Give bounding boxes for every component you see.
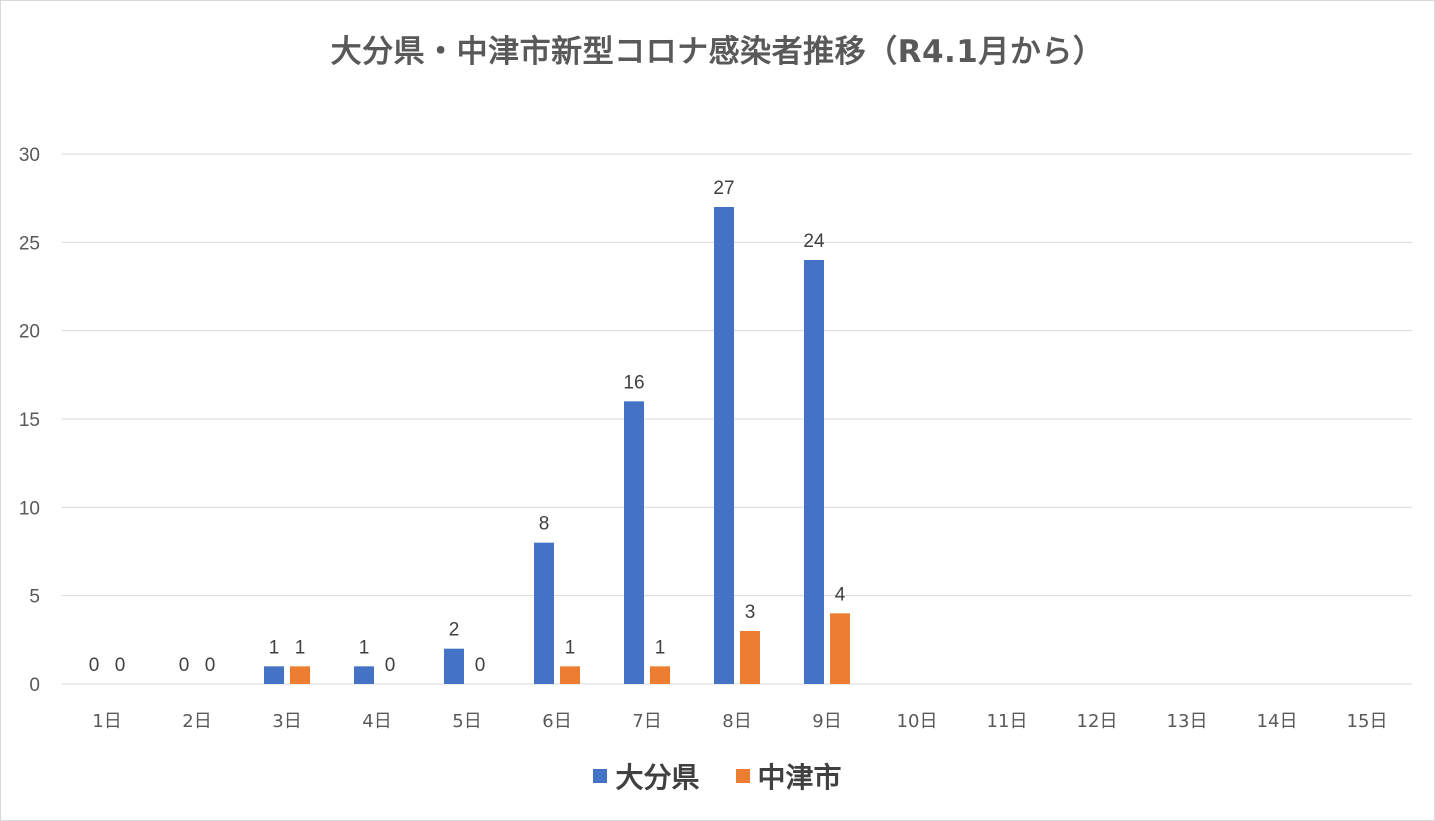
data-label: 4 — [835, 584, 846, 605]
x-tick-label: 9日 — [812, 711, 841, 732]
y-tick-label: 10 — [19, 498, 40, 519]
legend-swatch-oita — [593, 769, 608, 783]
x-tick-label: 12日 — [1077, 711, 1118, 732]
x-tick-label: 10日 — [897, 711, 938, 732]
legend-item-oita: 大分県 — [593, 756, 700, 796]
data-label: 27 — [713, 178, 734, 199]
bar-nakatsu — [560, 666, 580, 684]
x-tick-label: 5日 — [452, 711, 481, 732]
x-tick-label: 1日 — [92, 711, 121, 732]
data-label: 0 — [385, 655, 396, 676]
y-tick-label: 30 — [19, 145, 40, 166]
data-label: 3 — [745, 602, 756, 623]
data-label: 1 — [269, 637, 280, 658]
y-tick-label: 20 — [19, 322, 40, 343]
x-tick-label: 3日 — [272, 711, 301, 732]
legend: 大分県 中津市 — [0, 756, 1435, 796]
data-label: 0 — [89, 655, 100, 676]
y-tick-label: 0 — [29, 675, 40, 696]
legend-swatch-nakatsu — [735, 769, 750, 783]
data-label: 8 — [539, 514, 550, 535]
x-tick-label: 2日 — [182, 711, 211, 732]
bar-oita — [714, 207, 734, 684]
y-tick-label: 15 — [19, 410, 40, 431]
data-label: 0 — [115, 655, 126, 676]
bar-oita — [444, 648, 464, 684]
x-tick-label: 8日 — [722, 711, 751, 732]
data-label: 1 — [565, 637, 576, 658]
bar-nakatsu — [740, 631, 760, 684]
bar-nakatsu — [290, 666, 310, 684]
bar-nakatsu — [650, 666, 670, 684]
bar-oita — [534, 542, 554, 684]
data-label: 0 — [475, 655, 486, 676]
data-label: 0 — [179, 655, 190, 676]
x-tick-label: 4日 — [362, 711, 391, 732]
data-label: 0 — [205, 655, 216, 676]
legend-label-nakatsu: 中津市 — [757, 761, 842, 794]
y-tick-label: 25 — [19, 233, 40, 254]
x-tick-label: 11日 — [987, 711, 1028, 732]
x-tick-label: 13日 — [1167, 711, 1208, 732]
y-tick-label: 5 — [29, 587, 40, 608]
x-tick-label: 15日 — [1347, 711, 1388, 732]
bar-oita — [354, 666, 374, 684]
bar-oita — [804, 260, 824, 684]
legend-item-nakatsu: 中津市 — [735, 756, 842, 796]
bar-oita — [264, 666, 284, 684]
legend-label-oita: 大分県 — [615, 761, 700, 794]
data-label: 24 — [803, 231, 825, 252]
bar-oita — [624, 401, 644, 684]
bar-nakatsu — [830, 613, 850, 684]
data-label: 2 — [449, 620, 460, 641]
data-label: 1 — [359, 637, 370, 658]
x-tick-label: 7日 — [632, 711, 661, 732]
data-label: 16 — [623, 372, 644, 393]
data-label: 1 — [295, 637, 306, 658]
x-tick-label: 14日 — [1257, 711, 1298, 732]
data-label: 1 — [655, 637, 666, 658]
x-tick-label: 6日 — [542, 711, 571, 732]
chart-title: 大分県・中津市新型コロナ感染者推移（R4.1月から） — [330, 34, 1105, 70]
